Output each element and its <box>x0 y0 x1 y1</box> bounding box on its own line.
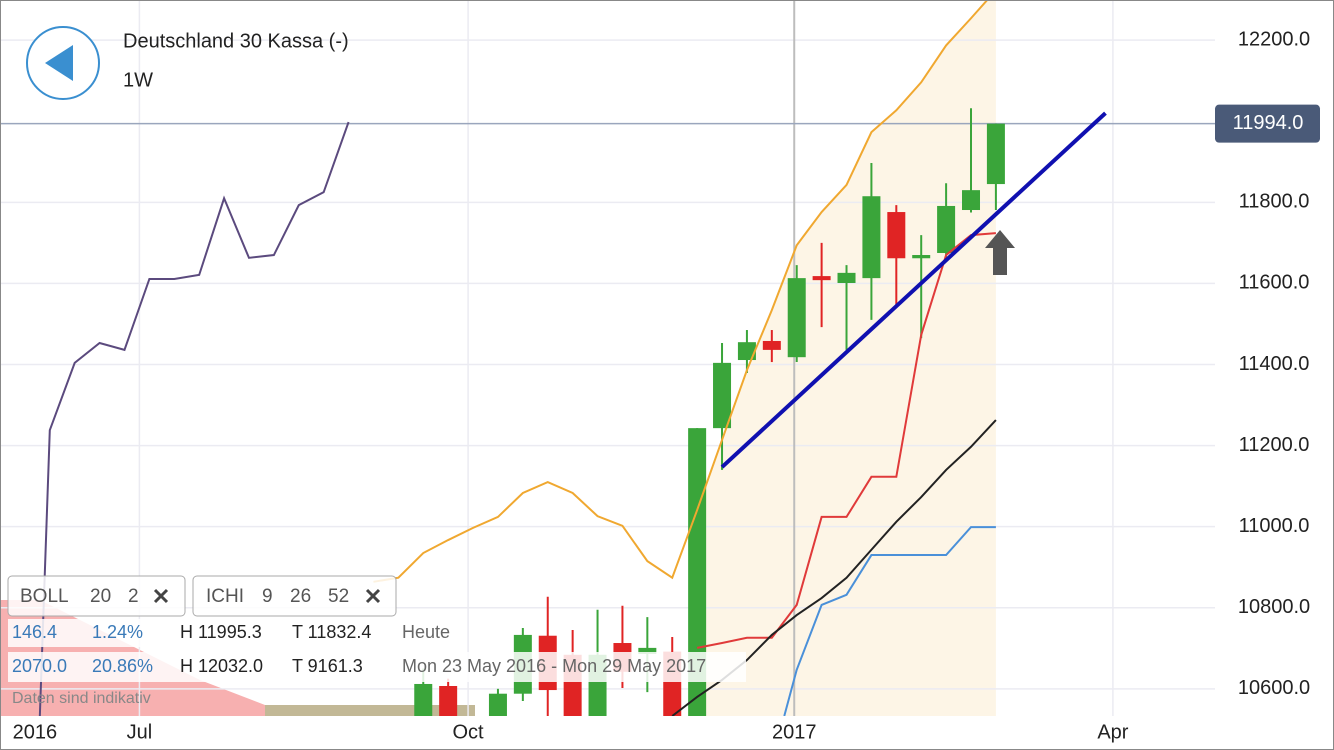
indicator-param: 2 <box>128 586 139 607</box>
indicator-name: BOLL <box>20 586 69 607</box>
indicator-line <box>783 526 996 716</box>
candle-body <box>837 272 856 283</box>
candle-body <box>887 212 906 259</box>
price-label: 11994.0 <box>1233 112 1304 134</box>
remove-icon[interactable] <box>153 588 169 604</box>
candle-body <box>488 693 507 716</box>
candle-body <box>762 340 781 350</box>
stat-value: 146.4 <box>12 622 57 642</box>
remove-icon[interactable] <box>365 588 381 604</box>
indicator-chip[interactable] <box>192 575 397 617</box>
stats-row <box>8 652 746 682</box>
y-tick-label: 11400.0 <box>1239 353 1310 375</box>
x-tick-label: Jul <box>127 721 153 743</box>
y-tick-label: 10600.0 <box>1238 677 1310 699</box>
disclaimer: Daten sind indikativ <box>12 690 151 707</box>
candle-body <box>638 647 657 654</box>
candle-body <box>688 428 707 716</box>
candle-body <box>439 685 458 716</box>
y-tick-label: 12200.0 <box>1238 28 1310 50</box>
y-tick-label: 11200.0 <box>1239 434 1310 456</box>
indicator-param: 52 <box>328 586 349 607</box>
indicator-param: 26 <box>290 586 311 607</box>
candle-body <box>713 362 732 429</box>
stat-value: H 11995.3 <box>180 622 262 642</box>
candle-body <box>787 278 806 358</box>
x-tick-label: Oct <box>453 721 485 743</box>
band-fill <box>697 0 996 716</box>
indicator-param: 9 <box>262 586 273 607</box>
stat-value: 2070.0 <box>12 656 67 676</box>
indicator-line <box>38 121 350 716</box>
stat-value: H 12032.0 <box>180 656 263 676</box>
title: Deutschland 30 Kassa (-) <box>123 30 349 52</box>
candle-body <box>414 683 433 716</box>
x-tick-label: 2017 <box>772 721 817 743</box>
arrow-icon <box>985 230 1015 275</box>
x-tick-label: Apr <box>1097 721 1128 743</box>
back-icon[interactable] <box>45 45 73 81</box>
stat-value: T 11832.4 <box>292 622 371 642</box>
y-tick-label: 11600.0 <box>1239 272 1310 294</box>
stat-value: Mon 23 May 2016 - Mon 29 May 2017 <box>402 656 706 676</box>
candle-body <box>862 196 881 279</box>
indicator-chip[interactable] <box>7 575 186 617</box>
stats-row <box>8 619 463 647</box>
y-tick-label: 11000.0 <box>1239 515 1310 537</box>
indicator-line <box>696 232 996 649</box>
plot-area <box>0 0 1215 716</box>
cloud-band <box>265 705 475 716</box>
y-tick-label: 10800.0 <box>1238 596 1310 618</box>
trend-line <box>720 111 1107 469</box>
candle-body <box>962 190 981 211</box>
price-label-box <box>1215 104 1320 143</box>
interval: 1W <box>123 69 153 91</box>
x-tick-label: 2016 <box>13 721 58 743</box>
stat-value: 1.24% <box>92 622 143 642</box>
indicator-param: 20 <box>90 586 111 607</box>
candle-body <box>937 205 956 253</box>
candle-body <box>986 123 1005 185</box>
indicator-name: ICHI <box>206 586 244 607</box>
y-tick-label: 11800.0 <box>1239 191 1310 213</box>
candle-body <box>912 255 931 259</box>
candle-body <box>737 342 756 361</box>
stat-value: Heute <box>402 622 450 642</box>
stat-value: T 9161.3 <box>292 656 363 676</box>
stat-value: 20.86% <box>92 656 153 676</box>
candle-body <box>812 276 831 281</box>
indicator-line <box>373 0 989 583</box>
